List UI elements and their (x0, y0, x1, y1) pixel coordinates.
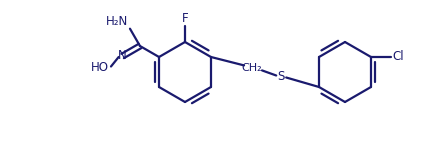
Text: CH₂: CH₂ (241, 63, 262, 73)
Text: F: F (181, 12, 188, 25)
Text: N: N (118, 50, 127, 63)
Text: Cl: Cl (391, 51, 403, 63)
Text: HO: HO (91, 61, 109, 74)
Text: H₂N: H₂N (106, 15, 128, 28)
Text: S: S (277, 70, 284, 83)
